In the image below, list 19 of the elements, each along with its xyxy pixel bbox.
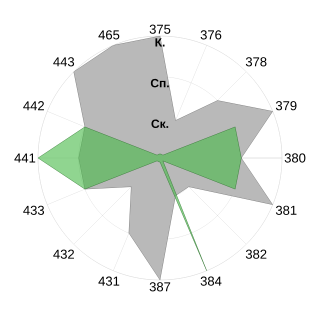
spoke-label: 387 bbox=[150, 282, 170, 292]
spoke-label: 379 bbox=[276, 101, 296, 110]
spoke-label: 442 bbox=[23, 101, 44, 110]
spoke-label: 432 bbox=[53, 250, 74, 259]
spoke-label: 375 bbox=[150, 24, 170, 34]
y-tick-label: Сп. bbox=[150, 78, 169, 88]
y-tick-label: Ск. bbox=[151, 120, 168, 128]
spoke-label: 465 bbox=[98, 30, 120, 40]
spoke-label: 380 bbox=[284, 153, 306, 163]
spoke-label: 443 bbox=[53, 57, 74, 66]
spoke-label: 381 bbox=[276, 206, 296, 215]
spoke-label: 433 bbox=[23, 206, 44, 215]
spoke-label: 431 bbox=[98, 276, 120, 286]
spoke-label: 378 bbox=[246, 57, 266, 66]
spoke-label: 441 bbox=[14, 154, 36, 162]
spoke-label: 382 bbox=[246, 250, 266, 259]
spoke-label: 376 bbox=[200, 30, 222, 40]
spoke-label: 384 bbox=[200, 276, 222, 286]
y-tick-label: К. bbox=[155, 38, 164, 46]
